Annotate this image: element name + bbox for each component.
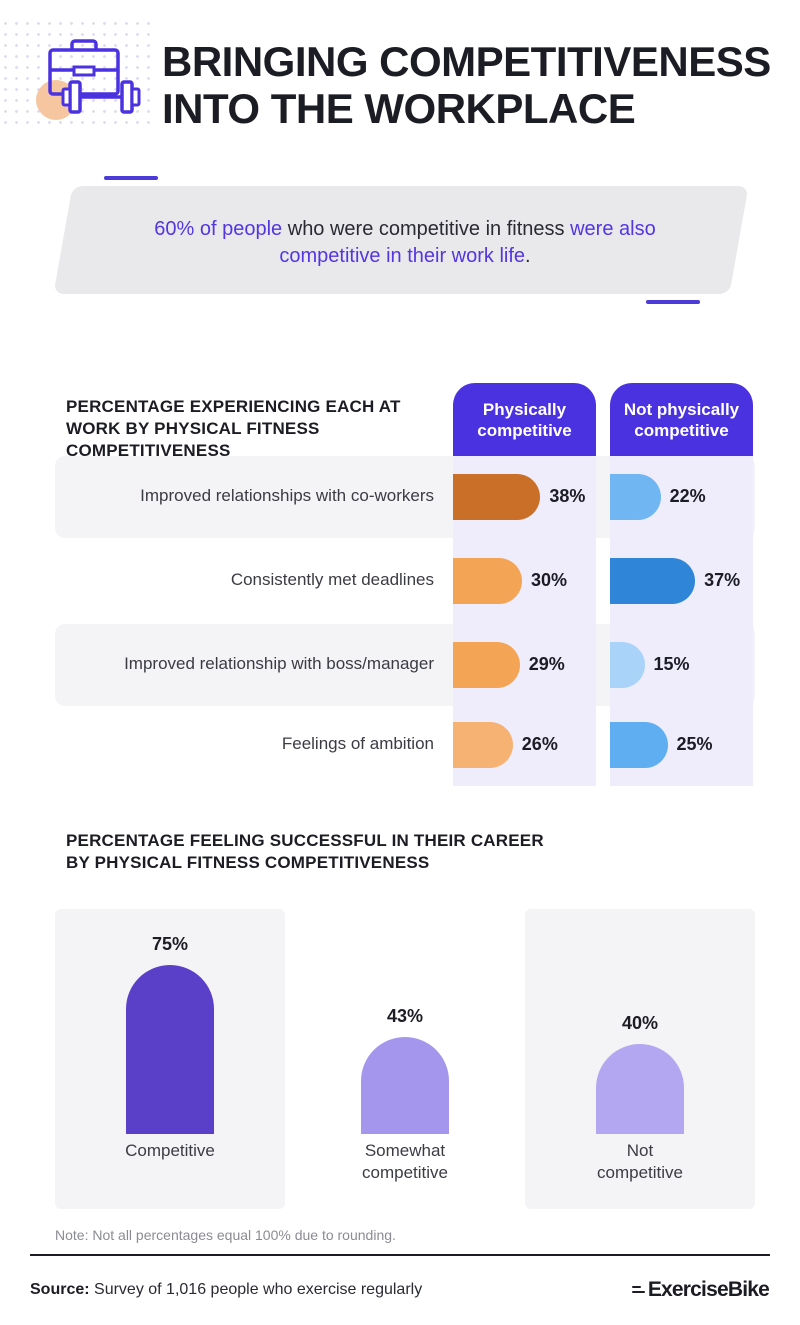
column-header-not-physically-competitive: Not physically competitive <box>610 383 753 456</box>
bar-value-label: 43% <box>386 1006 424 1027</box>
footnote: Note: Not all percentages equal 100% due… <box>55 1227 396 1243</box>
bar-value-label: 26% <box>521 734 558 754</box>
bar-value-label: 75% <box>151 934 189 955</box>
column-header-physically-competitive: Physically competitive <box>453 383 596 456</box>
bar-not-physically-competitive <box>610 722 668 768</box>
bar-value-label: 22% <box>669 486 706 506</box>
bar-value-label: 29% <box>528 654 565 674</box>
source-line: Source: Survey of 1,016 people who exerc… <box>30 1281 422 1299</box>
bar-value-label: 37% <box>704 570 741 590</box>
bar-value-label: 30% <box>531 570 568 590</box>
source-label: Source: <box>30 1281 90 1298</box>
bar-value-label: 38% <box>549 486 586 506</box>
bar-somewhat-competitive <box>361 1037 449 1134</box>
series-name-2: Not physically competitive <box>623 399 740 440</box>
highlight-part-3: were also competitive in their work life <box>279 218 656 267</box>
briefcase-dumbbell-icon <box>36 39 141 120</box>
bar-not-physically-competitive <box>610 558 696 604</box>
bar-physically-competitive <box>453 722 513 768</box>
bar-not-competitive <box>596 1044 684 1134</box>
category-label: Not competitive <box>597 1141 683 1182</box>
bar-value-label: 40% <box>621 1013 659 1033</box>
accent-line-bottom <box>646 300 700 304</box>
bar-value-label: 25% <box>676 734 713 754</box>
brand-name: ExerciseBike <box>647 1278 770 1301</box>
highlight-part-1: 60% of people <box>154 218 283 240</box>
category-label: Competitive <box>125 1141 215 1160</box>
series-name-1: Physically competitive <box>477 399 572 440</box>
chart2-title: Percentage feeling successful in their c… <box>66 831 544 872</box>
brand-lines-icon <box>631 1284 646 1296</box>
accent-line-top <box>104 176 158 180</box>
bar-physically-competitive <box>453 558 522 604</box>
chart1-title: Percentage experiencing each at work by … <box>66 397 401 460</box>
bar-value-label: 15% <box>653 654 690 674</box>
row-label: Improved relationships with co-workers <box>140 486 434 505</box>
bar-not-physically-competitive <box>610 474 661 520</box>
bar-not-physically-competitive <box>610 642 645 688</box>
bar-physically-competitive <box>453 474 541 520</box>
source-text: Survey of 1,016 people who exercise regu… <box>89 1281 423 1298</box>
row-label: Consistently met deadlines <box>230 570 434 589</box>
brand-logo: ExerciseBike <box>631 1278 770 1302</box>
row-label: Improved relationship with boss/manager <box>124 654 434 673</box>
highlight-part-2: who were competitive in fitness <box>282 218 571 240</box>
bar-competitive <box>126 965 214 1134</box>
page-title: Bringing Competitiveness Into the Workpl… <box>162 38 771 132</box>
category-label: Somewhat competitive <box>362 1141 448 1182</box>
highlight-text: 60% of people who were competitive in fi… <box>110 216 700 270</box>
footer-rule <box>30 1254 770 1256</box>
row-label: Feelings of ambition <box>281 734 434 753</box>
highlight-part-4: . <box>525 245 531 267</box>
bar-physically-competitive <box>453 642 520 688</box>
